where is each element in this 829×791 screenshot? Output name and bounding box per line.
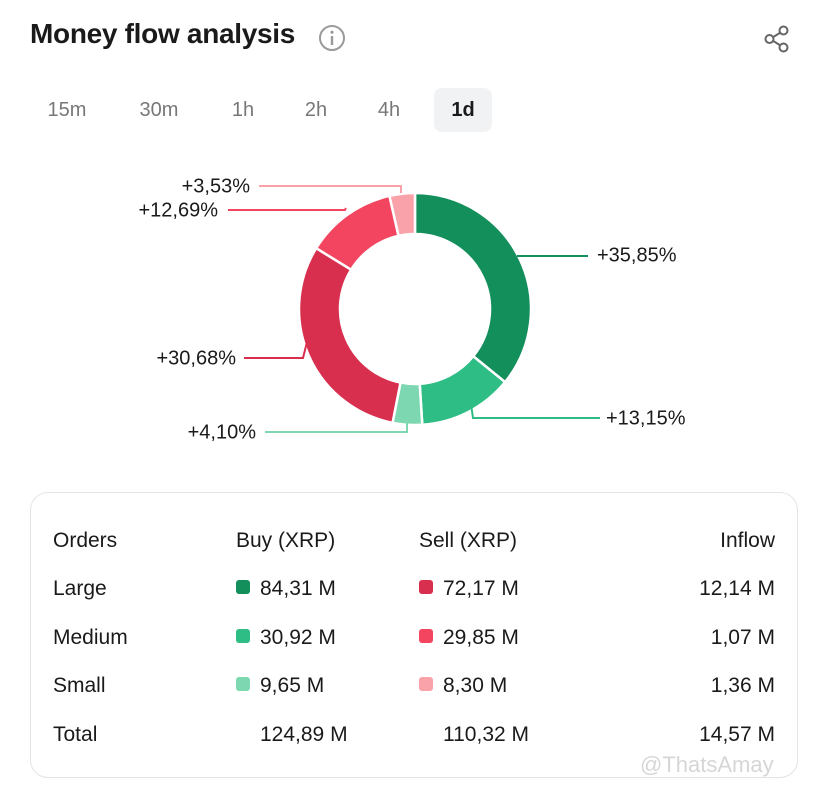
slice-large-sell[interactable] (297, 246, 402, 425)
slice-label-small-buy: +4,10% (188, 421, 257, 443)
inflow-value: 12,14 M (699, 577, 775, 600)
info-icon[interactable] (318, 24, 346, 52)
header-sell: Sell (XRP) (419, 529, 518, 552)
total-buy: 124,89 M (260, 723, 348, 746)
tab-1d[interactable]: 1d (434, 88, 492, 132)
tab-4h[interactable]: 4h (377, 99, 401, 121)
inflow-value: 1,07 M (710, 626, 775, 649)
slice-label-medium-sell: +12,69% (138, 199, 218, 221)
header-buy: Buy (XRP) (236, 529, 336, 552)
buy-color-swatch (236, 677, 250, 691)
sell-value: 29,85 M (419, 626, 519, 650)
tab-1h[interactable]: 1h (231, 99, 255, 121)
sell-color-swatch (419, 580, 433, 594)
header-inflow: Inflow (720, 529, 775, 552)
slice-label-small-sell: +3,53% (182, 175, 251, 197)
buy-color-swatch (236, 629, 250, 643)
leader-line-small-buy (265, 420, 408, 433)
sell-value: 8,30 M (419, 674, 507, 698)
total-label: Total (53, 723, 98, 746)
row-label: Large (53, 577, 107, 600)
slice-label-large-sell: +30,68% (156, 347, 236, 369)
sell-color-swatch (419, 677, 433, 691)
row-label: Small (53, 674, 106, 697)
row-label: Medium (53, 626, 128, 649)
buy-value: 30,92 M (236, 626, 336, 650)
leader-line-medium-sell (228, 207, 347, 211)
buy-value: 9,65 M (236, 674, 324, 698)
tab-30m[interactable]: 30m (139, 99, 179, 121)
tab-15m[interactable]: 15m (47, 99, 87, 121)
leader-line-large-sell (244, 341, 308, 359)
sell-color-swatch (419, 629, 433, 643)
total-sell: 110,32 M (443, 723, 529, 746)
share-icon[interactable] (762, 24, 792, 54)
leader-line-medium-buy (470, 403, 600, 419)
inflow-value: 1,36 M (710, 674, 775, 697)
watermark: @ThatsAmay (640, 752, 774, 777)
header-orders: Orders (53, 529, 118, 552)
slice-label-medium-buy: +13,15% (606, 407, 686, 429)
slice-label-large-buy: +35,85% (597, 244, 677, 266)
total-inflow: 14,57 M (699, 723, 775, 746)
page-title: Money flow analysis (30, 18, 296, 49)
tab-2h[interactable]: 2h (304, 99, 328, 121)
sell-value: 72,17 M (419, 577, 519, 601)
buy-color-swatch (236, 580, 250, 594)
donut-chart: +35,85% +13,15% +4,10% +30,68% +12,69%+3,53% (138, 175, 686, 443)
slice-large-buy[interactable] (413, 191, 533, 384)
leader-line-small-sell (259, 185, 402, 193)
buy-value: 84,31 M (236, 577, 336, 601)
orders-table: Orders Buy (XRP) Sell (XRP) Inflow Large… (30, 492, 798, 778)
slice-small-sell[interactable] (388, 191, 417, 238)
